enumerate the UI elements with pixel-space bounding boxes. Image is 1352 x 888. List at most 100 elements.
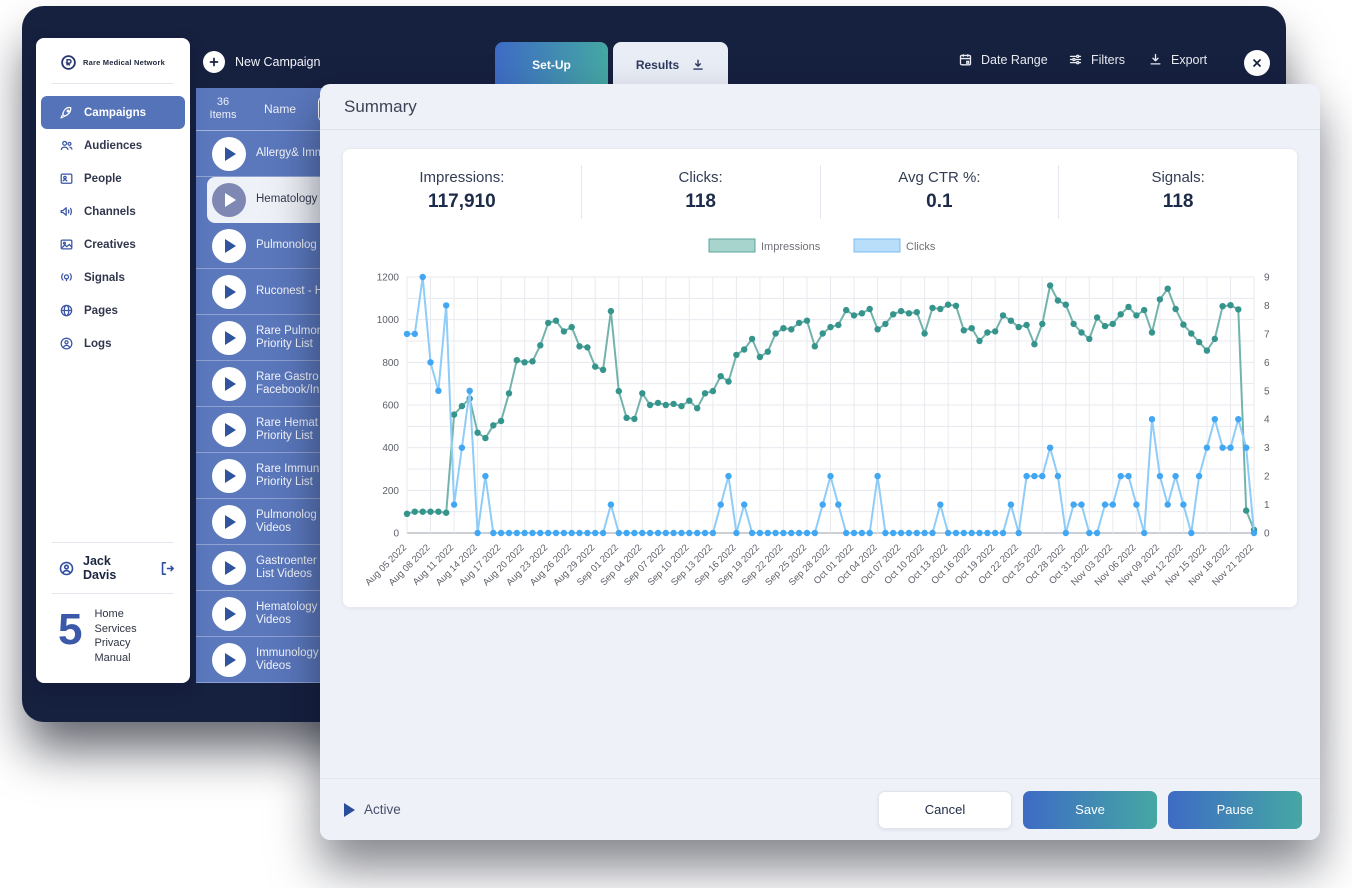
cancel-button[interactable]: Cancel	[878, 790, 1012, 829]
svg-text:0: 0	[393, 529, 399, 540]
date-range-button[interactable]: Date Range	[958, 52, 1048, 67]
svg-text:1000: 1000	[377, 315, 400, 326]
play-icon[interactable]	[212, 136, 246, 171]
rocket-icon	[59, 105, 74, 120]
status-active[interactable]: Active	[344, 802, 401, 817]
brand-name: Rare Medical Network	[83, 58, 165, 67]
svg-text:600: 600	[382, 401, 399, 412]
pause-button[interactable]: Pause	[1168, 790, 1302, 829]
calendar-icon	[958, 52, 973, 67]
sidebar: Rare Medical Network Campaigns Audiences…	[36, 38, 190, 683]
user-name: Jack Davis	[83, 554, 117, 582]
svg-text:8: 8	[1264, 301, 1270, 312]
globe-icon	[59, 303, 74, 318]
svg-text:0: 0	[1264, 529, 1270, 540]
export-button[interactable]: Export	[1148, 52, 1207, 67]
items-count-value: 36	[216, 96, 230, 108]
play-icon[interactable]	[212, 274, 246, 309]
svg-text:Impressions: Impressions	[761, 241, 821, 253]
filters-label: Filters	[1091, 52, 1126, 67]
play-icon[interactable]	[212, 320, 246, 355]
summary-modal: Summary Impressions: 117,910 Clicks: 118…	[320, 84, 1320, 840]
new-campaign-button[interactable]: New Campaign	[203, 51, 320, 73]
play-icon[interactable]	[212, 550, 246, 585]
image-icon	[59, 237, 74, 252]
sidebar-item-pages[interactable]: Pages	[41, 294, 185, 327]
plus-icon	[203, 51, 225, 73]
divider	[52, 593, 174, 594]
summary-card: Impressions: 117,910 Clicks: 118 Avg CTR…	[342, 148, 1298, 608]
sidebar-item-people[interactable]: People	[41, 162, 185, 195]
svg-text:800: 800	[382, 358, 399, 369]
play-icon[interactable]	[212, 182, 246, 217]
logout-icon[interactable]	[159, 560, 176, 577]
tab-setup-label: Set-Up	[532, 58, 571, 72]
download-icon[interactable]	[691, 58, 705, 72]
tab-results[interactable]: Results	[613, 42, 728, 88]
svg-text:4: 4	[1264, 415, 1270, 426]
play-icon[interactable]	[212, 642, 246, 677]
user-icon	[58, 560, 75, 577]
svg-text:7: 7	[1264, 329, 1270, 340]
signal-icon	[59, 270, 74, 285]
play-icon[interactable]	[212, 412, 246, 447]
svg-text:1200: 1200	[377, 273, 400, 284]
link-services[interactable]: Services	[94, 622, 137, 635]
svg-text:9: 9	[1264, 273, 1270, 284]
filters-button[interactable]: Filters	[1068, 52, 1125, 67]
svg-text:1: 1	[1264, 500, 1270, 511]
user-row: Jack Davis	[36, 543, 190, 593]
play-icon[interactable]	[212, 366, 246, 401]
tab-setup[interactable]: Set-Up	[495, 42, 608, 88]
date-range-label: Date Range	[981, 52, 1048, 67]
modal-footer: Active Cancel Save Pause	[320, 778, 1320, 840]
play-icon[interactable]	[212, 228, 246, 263]
link-privacy[interactable]: Privacy	[94, 637, 131, 649]
export-label: Export	[1171, 52, 1208, 67]
svg-text:400: 400	[382, 443, 399, 454]
svg-text:2: 2	[1264, 472, 1270, 483]
filters-icon	[1068, 52, 1083, 67]
contact-card-icon	[59, 171, 74, 186]
items-count: 36 Items	[196, 96, 250, 122]
svg-text:200: 200	[382, 486, 399, 497]
close-icon	[1253, 59, 1261, 67]
brand: Rare Medical Network	[36, 38, 190, 83]
sidebar-item-campaigns[interactable]: Campaigns	[41, 96, 185, 129]
divider	[52, 83, 174, 84]
play-icon[interactable]	[212, 458, 246, 493]
users-icon	[59, 138, 74, 153]
svg-text:3: 3	[1264, 443, 1270, 454]
sidebar-item-signals[interactable]: Signals	[41, 261, 185, 294]
sidebar-item-audiences[interactable]: Audiences	[41, 129, 185, 162]
sidebar-item-channels[interactable]: Channels	[41, 195, 185, 228]
user-circle-icon	[59, 336, 74, 351]
svg-text:5: 5	[1264, 386, 1270, 397]
stat-clicks: Clicks: 118	[580, 165, 820, 219]
new-campaign-label: New Campaign	[235, 55, 321, 69]
items-count-label: Items	[209, 109, 237, 121]
stats-row: Impressions: 117,910 Clicks: 118 Avg CTR…	[343, 163, 1297, 229]
stat-signals: Signals: 118	[1058, 165, 1297, 219]
play-status-icon	[344, 802, 355, 817]
save-button[interactable]: Save	[1023, 790, 1157, 829]
tab-results-label: Results	[635, 58, 680, 72]
stat-avg-ctr: Avg CTR %: 0.1	[819, 165, 1059, 219]
name-column-header: Name	[264, 102, 297, 116]
play-icon[interactable]	[212, 504, 246, 539]
five-logo: 5	[58, 605, 83, 654]
close-button[interactable]	[1244, 50, 1270, 76]
brand-logo-icon	[61, 55, 76, 70]
sidebar-item-logs[interactable]: Logs	[41, 327, 185, 360]
divider	[52, 542, 174, 543]
stat-impressions: Impressions: 117,910	[419, 169, 505, 212]
link-manual[interactable]: Manual	[94, 651, 131, 664]
svg-text:Clicks: Clicks	[906, 241, 936, 253]
modal-title: Summary	[320, 84, 1320, 130]
svg-text:6: 6	[1264, 358, 1270, 369]
link-home[interactable]: Home	[94, 608, 124, 620]
sidebar-item-creatives[interactable]: Creatives	[41, 228, 185, 261]
play-icon[interactable]	[212, 596, 246, 631]
export-icon	[1148, 52, 1163, 67]
